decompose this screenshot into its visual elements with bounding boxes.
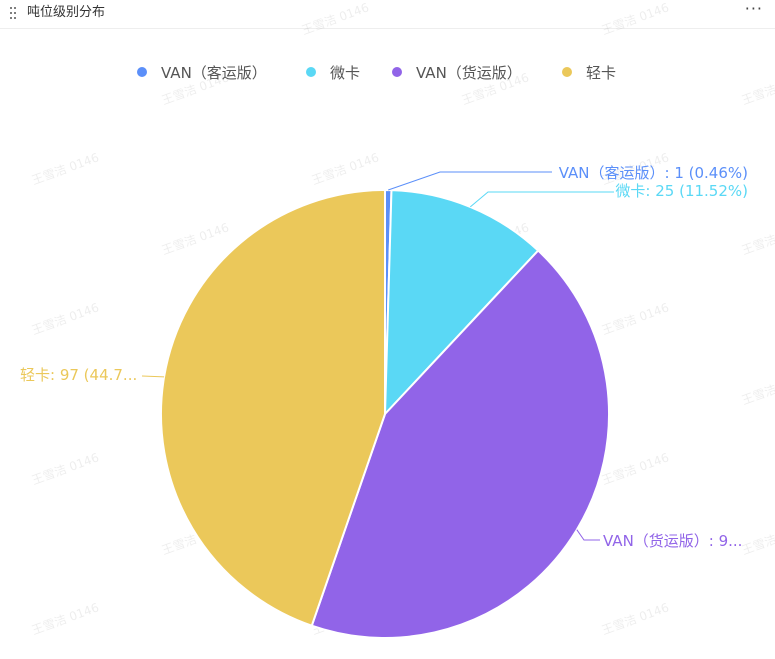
label-leader-line	[576, 529, 600, 541]
legend-item-van-cargo[interactable]: VAN（货运版）	[392, 60, 522, 84]
legend-item-micro-truck[interactable]: 微卡	[306, 60, 360, 84]
panel-header: 吨位级别分布 ···	[0, 0, 775, 28]
drag-handle-icon[interactable]	[10, 7, 18, 21]
pie-slice-2[interactable]	[310, 249, 610, 640]
panel-title: 吨位级别分布	[27, 5, 106, 20]
legend-dot	[137, 67, 147, 77]
label-leader-line	[469, 191, 614, 208]
legend-item-van-passenger[interactable]: VAN（客运版）	[137, 60, 267, 84]
slice-label: VAN（货运版）: 9...	[603, 532, 742, 550]
pie-slice-3[interactable]	[160, 188, 386, 627]
legend-label: VAN（客运版）	[161, 63, 267, 82]
legend-label: 轻卡	[586, 63, 617, 82]
more-options-icon[interactable]: ···	[744, 0, 763, 18]
slice-label: 微卡: 25 (11.52%)	[615, 182, 748, 200]
legend-item-light-truck[interactable]: 轻卡	[562, 60, 616, 84]
label-leader-line	[388, 171, 552, 191]
slice-label: VAN（客运版）: 1 (0.46%)	[559, 164, 748, 182]
header-divider	[0, 28, 775, 29]
legend-dot	[306, 67, 316, 77]
slice-label: 轻卡: 97 (44.7...	[20, 366, 137, 384]
legend-label: VAN（货运版）	[416, 63, 522, 82]
label-leader-line	[141, 375, 165, 378]
legend-label: 微卡	[330, 63, 361, 82]
legend-dot	[562, 67, 572, 77]
chart-legend: VAN（客运版） 微卡 VAN（货运版） 轻卡	[0, 60, 775, 84]
legend-dot	[392, 67, 402, 77]
